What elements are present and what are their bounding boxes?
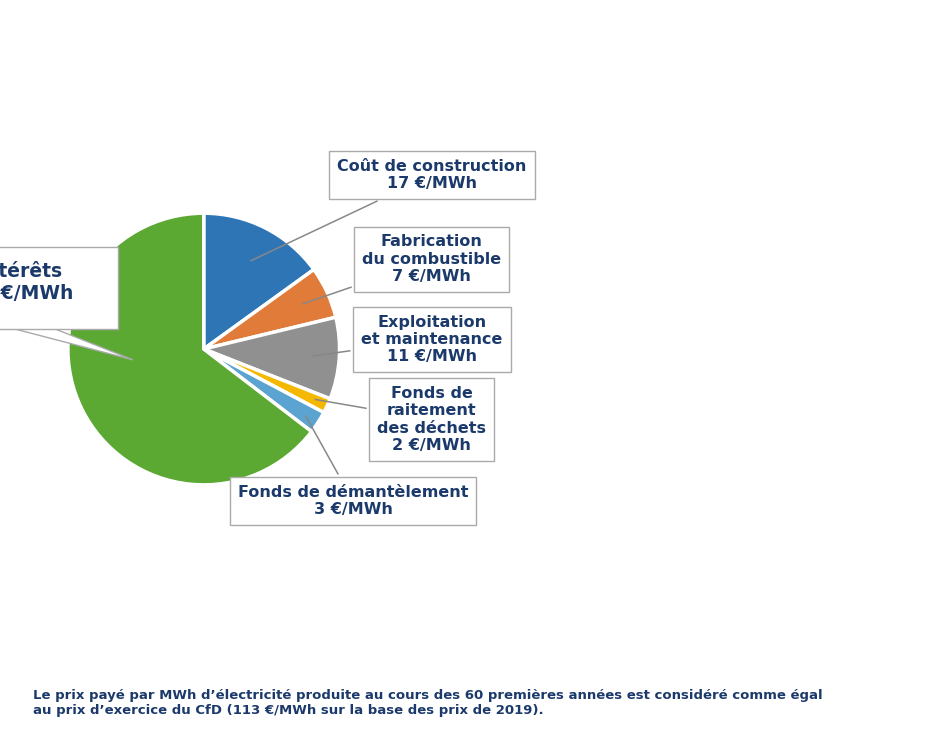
Text: Intérêts
73 €/MWh: Intérêts 73 €/MWh — [0, 262, 73, 303]
Wedge shape — [203, 214, 314, 349]
Text: Fabrication
du combustible
7 €/MWh: Fabrication du combustible 7 €/MWh — [302, 234, 501, 304]
Wedge shape — [203, 269, 335, 349]
Wedge shape — [203, 317, 339, 399]
Wedge shape — [203, 349, 324, 432]
Text: Fonds de
raitement
des déchets
2 €/MWh: Fonds de raitement des déchets 2 €/MWh — [315, 386, 486, 453]
Text: Fonds de démantèlement
3 €/MWh: Fonds de démantèlement 3 €/MWh — [238, 416, 468, 517]
Text: Coût de construction
17 €/MWh: Coût de construction 17 €/MWh — [251, 159, 527, 260]
Text: Exploitation
et maintenance
11 €/MWh: Exploitation et maintenance 11 €/MWh — [312, 315, 503, 365]
Text: Le prix payé par MWh d’électricité produite au cours des 60 premières années est: Le prix payé par MWh d’électricité produ… — [33, 689, 822, 717]
Wedge shape — [68, 214, 312, 485]
Wedge shape — [203, 349, 330, 412]
FancyBboxPatch shape — [0, 247, 118, 329]
Polygon shape — [13, 329, 133, 360]
